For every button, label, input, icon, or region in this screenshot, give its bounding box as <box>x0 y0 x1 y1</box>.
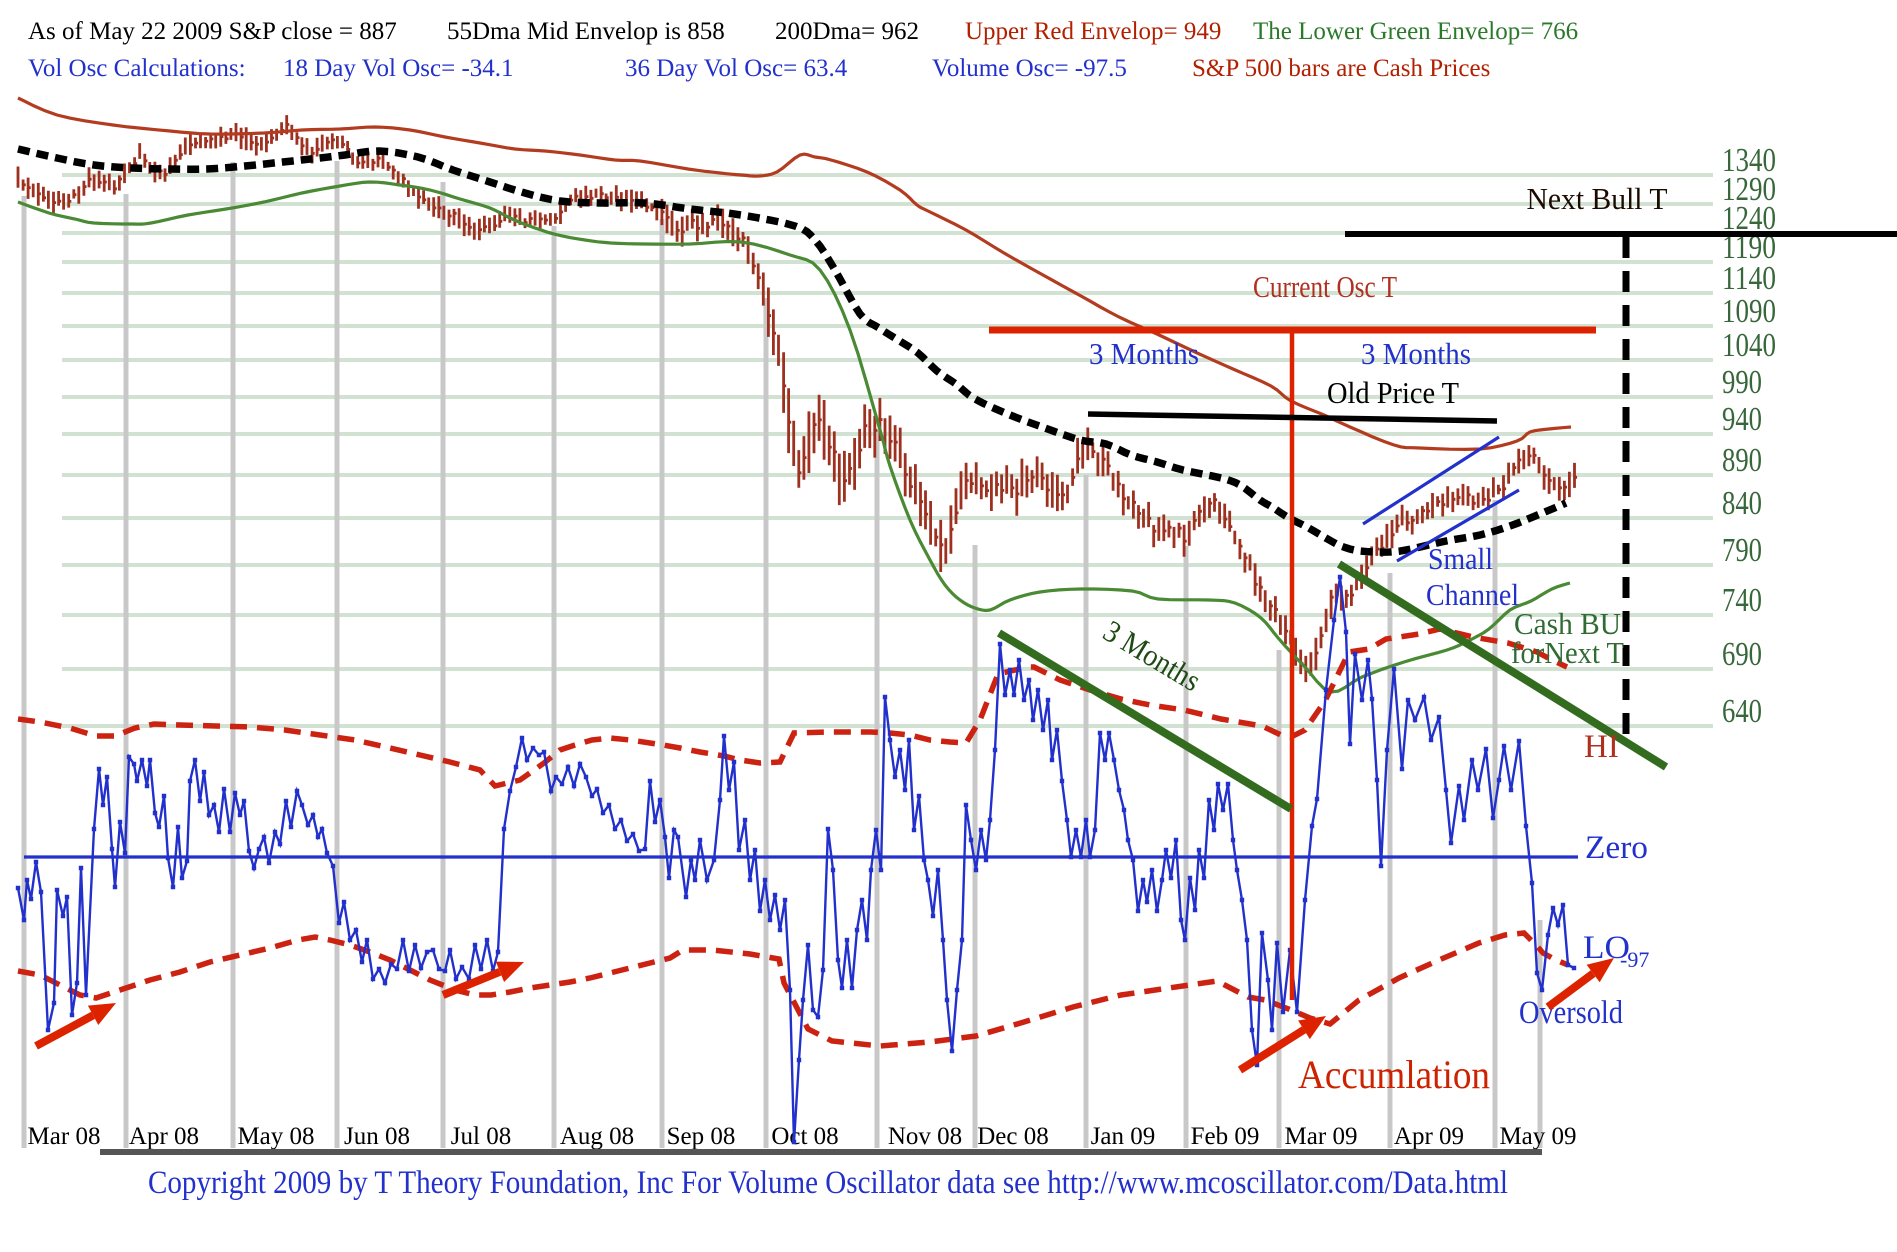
svg-text:Zero: Zero <box>1585 830 1648 866</box>
svg-text:Oct 08: Oct 08 <box>771 1123 838 1150</box>
svg-text:3 Months: 3 Months <box>1089 336 1199 371</box>
svg-text:Jun 08: Jun 08 <box>344 1123 410 1150</box>
svg-text:S&P 500 bars are Cash Prices: S&P 500 bars are Cash Prices <box>1192 55 1490 82</box>
svg-text:990: 990 <box>1722 364 1762 401</box>
svg-text:Mar 08: Mar 08 <box>28 1123 101 1150</box>
svg-text:Upper Red Envelop= 949: Upper Red Envelop= 949 <box>965 18 1221 45</box>
svg-text:Mar 09: Mar 09 <box>1285 1123 1358 1150</box>
svg-text:840: 840 <box>1722 485 1762 522</box>
svg-text:Jan 09: Jan 09 <box>1091 1123 1156 1150</box>
svg-text:55Dma Mid Envelop is 858: 55Dma Mid Envelop is 858 <box>447 18 725 45</box>
svg-text:As of May 22 2009 S&P close =: As of May 22 2009 S&P close = 887 <box>28 18 397 45</box>
svg-text:740: 740 <box>1722 582 1762 619</box>
svg-text:200Dma= 962: 200Dma= 962 <box>775 18 919 45</box>
svg-text:Aug 08: Aug 08 <box>560 1123 634 1150</box>
svg-text:1240: 1240 <box>1722 200 1776 237</box>
svg-text:Jul 08: Jul 08 <box>451 1123 511 1150</box>
svg-text:640: 640 <box>1722 693 1762 730</box>
svg-text:3 Months: 3 Months <box>1361 336 1471 371</box>
svg-text:Oversold: Oversold <box>1519 995 1623 1031</box>
svg-text:Sep 08: Sep 08 <box>667 1123 736 1150</box>
svg-text:890: 890 <box>1722 442 1762 479</box>
svg-text:Volume Osc= -97.5: Volume Osc= -97.5 <box>932 55 1127 82</box>
svg-text:The Lower Green Envelop= 766: The Lower Green Envelop= 766 <box>1253 18 1578 45</box>
svg-text:790: 790 <box>1722 532 1762 569</box>
svg-text:1340: 1340 <box>1722 142 1776 179</box>
svg-text:Small: Small <box>1428 541 1493 576</box>
svg-text:May 08: May 08 <box>237 1123 314 1150</box>
svg-text:Old Price T: Old Price T <box>1327 375 1459 410</box>
svg-text:Channel: Channel <box>1426 577 1519 612</box>
svg-text:Current Osc T: Current Osc T <box>1253 269 1397 304</box>
svg-text:1290: 1290 <box>1722 171 1776 208</box>
svg-text:1040: 1040 <box>1722 327 1776 364</box>
svg-text:1140: 1140 <box>1722 260 1776 297</box>
svg-text:1090: 1090 <box>1722 293 1776 330</box>
svg-text:forNext T: forNext T <box>1511 635 1624 670</box>
svg-text:Apr 08: Apr 08 <box>129 1123 199 1150</box>
svg-text:HI: HI <box>1584 729 1619 765</box>
svg-text:Copyright 2009 by T Theory Fou: Copyright 2009 by T Theory Foundation, I… <box>148 1165 1508 1201</box>
svg-text:18 Day Vol Osc= -34.1: 18 Day Vol Osc= -34.1 <box>283 55 514 82</box>
svg-text:Nov 08: Nov 08 <box>888 1123 962 1150</box>
svg-text:Feb 09: Feb 09 <box>1191 1123 1260 1150</box>
svg-text:Accumlation: Accumlation <box>1298 1052 1490 1097</box>
svg-text:36 Day Vol Osc= 63.4: 36 Day Vol Osc= 63.4 <box>625 55 848 82</box>
svg-text:940: 940 <box>1722 401 1762 438</box>
svg-text:Vol Osc Calculations:: Vol Osc Calculations: <box>28 55 246 82</box>
svg-text:Dec 08: Dec 08 <box>977 1123 1049 1150</box>
svg-text:-97: -97 <box>1620 947 1649 972</box>
svg-text:May 09: May 09 <box>1499 1123 1576 1150</box>
svg-text:Apr 09: Apr 09 <box>1394 1123 1464 1150</box>
svg-text:Cash BU: Cash BU <box>1514 606 1621 641</box>
svg-text:690: 690 <box>1722 636 1762 673</box>
svg-text:Next Bull T: Next Bull T <box>1527 181 1668 216</box>
